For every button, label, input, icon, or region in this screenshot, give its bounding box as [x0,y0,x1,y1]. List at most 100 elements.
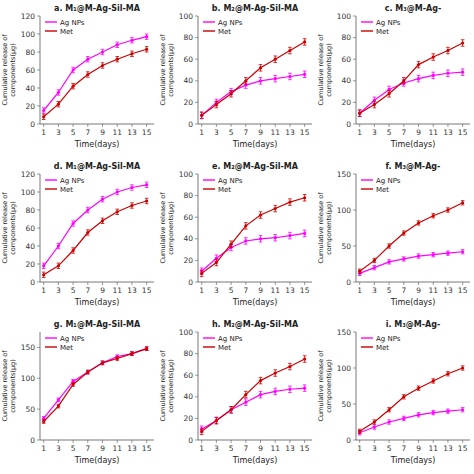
error-bar [130,203,134,208]
x-tick [131,282,132,285]
x-tick [389,124,390,127]
point [229,408,232,411]
x-tick-label: 11 [270,444,280,453]
error-bar [431,379,435,383]
legend: Ag NPsMet [203,177,243,194]
x-tick-label: 7 [243,128,248,137]
x-tick [201,282,202,285]
point [373,259,376,262]
error-bar [42,263,46,268]
error-bar [373,258,377,262]
x-tick [43,124,44,127]
point [130,204,133,207]
legend-swatch [45,188,57,189]
error-bar [229,407,233,413]
plot-area [358,366,465,435]
point [303,387,306,390]
y-tick [37,124,40,125]
y-axis-label: Cumulative release ofcomponents(µg) [317,34,333,106]
x-tick-label: 3 [372,444,377,453]
point [402,257,405,260]
error-bar [244,391,248,397]
x-tick-label: 11 [270,128,280,137]
point [57,264,60,267]
x-tick [260,440,261,443]
error-bar [42,420,46,424]
x-tick-label: 11 [112,444,122,453]
x-tick-label: 9 [100,128,105,137]
point [200,272,203,275]
y-tick-label: 60 [341,55,351,64]
y-tick [37,409,40,410]
y-tick-label: 80 [25,206,35,215]
x-tick [245,282,246,285]
point [303,196,306,199]
x-tick [260,124,261,127]
point [259,393,262,396]
x-tick [304,440,305,443]
point [229,92,232,95]
error-bar [303,385,307,391]
error-bar [130,38,134,43]
legend: Ag NPsMet [203,335,243,352]
y-axis-line [356,332,357,440]
error-bar [86,72,90,77]
x-tick-label: 5 [71,286,76,295]
series-line [44,201,147,275]
series-line [360,410,463,433]
x-tick [418,282,419,285]
legend-swatch [203,346,215,347]
x-tick-label: 5 [71,128,76,137]
point [57,103,60,106]
x-tick [102,282,103,285]
x-axis-label: Time(days) [232,140,278,149]
point [145,347,148,350]
x-tick [418,124,419,127]
x-tick [447,124,448,127]
legend-label: Ag NPs [376,335,401,343]
y-tick [195,282,198,283]
error-bar [431,214,435,218]
series-line [202,198,305,274]
x-tick-label: 5 [229,128,234,137]
y-tick [353,37,356,38]
x-tick [87,124,88,127]
point [417,221,420,224]
panel: i. M₃@M-Ag-13579111315050100150Time(days… [317,320,470,465]
x-tick-label: 13 [443,128,453,137]
panel: e. M₂@M-Ag-Sil-MA13579111315020406080100… [159,162,312,307]
point [358,270,361,273]
error-bar [446,47,450,53]
error-bar [273,234,277,240]
x-tick-label: 9 [258,444,263,453]
point [130,39,133,42]
legend-swatch [203,30,215,31]
error-bar [57,243,61,248]
x-tick-label: 15 [142,444,152,453]
y-tick [37,210,40,211]
error-bar [215,101,219,107]
y-tick [37,378,40,379]
point [116,210,119,213]
point [116,58,119,61]
y-tick [353,16,356,17]
error-bar [461,201,465,205]
point [244,79,247,82]
legend-label: Ag NPs [376,177,401,185]
error-bar [273,370,277,376]
y-tick [353,332,356,333]
x-tick [447,440,448,443]
point [461,250,464,253]
point [86,208,89,211]
x-tick-label: 15 [142,128,152,137]
y-axis-label: Cumulative release ofcomponents(µg) [159,350,175,422]
title: g. M₁@M-Ag-Sil-MA [54,320,141,329]
x-tick-label: 7 [401,444,406,453]
y-tick [37,228,40,229]
point [373,103,376,106]
x-tick-label: 7 [85,128,90,137]
error-bar [145,182,149,187]
error-bar [200,112,204,118]
plot-area [42,34,149,120]
y-tick [353,246,356,247]
